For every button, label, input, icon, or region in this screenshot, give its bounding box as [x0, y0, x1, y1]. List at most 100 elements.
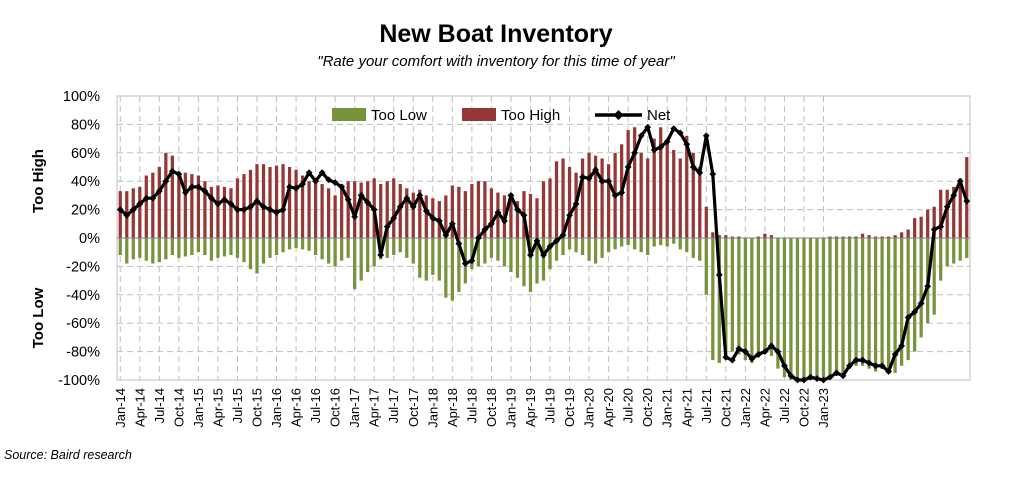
bar-too-high: [196, 175, 201, 238]
bar-too-high: [893, 235, 897, 238]
bar-too-low: [854, 238, 858, 366]
bar-too-high: [652, 138, 656, 238]
net-point: [911, 308, 919, 316]
bar-too-high: [606, 164, 611, 238]
bar-too-high: [698, 167, 702, 238]
bar-too-low: [541, 238, 546, 281]
bar-too-low: [411, 238, 415, 264]
bar-too-high: [450, 185, 454, 238]
net-point: [435, 217, 443, 225]
bar-too-high: [958, 178, 962, 238]
x-tick-label: Oct-18: [484, 388, 499, 427]
bar-too-low: [665, 238, 669, 247]
bar-too-low: [502, 238, 507, 267]
bar-too-high: [489, 188, 494, 238]
x-tick-label: Apr-18: [445, 388, 460, 427]
y-tick-label: -40%: [66, 288, 100, 304]
net-point: [709, 170, 717, 178]
bar-too-low: [548, 238, 552, 270]
net-point: [781, 362, 788, 370]
bar-too-high: [151, 172, 155, 238]
net-point: [605, 177, 613, 185]
net-point: [429, 214, 437, 222]
net-point: [403, 194, 411, 202]
bar-too-low: [287, 238, 292, 250]
bar-too-low: [255, 238, 259, 274]
bar-too-high: [841, 236, 845, 238]
net-point: [318, 169, 326, 177]
bar-too-high: [828, 236, 832, 238]
net-point: [787, 372, 795, 380]
x-tick-label: Jan-19: [503, 388, 518, 428]
net-point: [735, 345, 743, 353]
bar-too-high: [444, 195, 448, 238]
bar-too-low: [489, 238, 494, 258]
bar-too-low: [522, 238, 526, 287]
net-point: [891, 351, 899, 358]
bar-too-high: [203, 181, 207, 238]
bar-too-high: [515, 201, 520, 238]
bar-too-high: [919, 216, 923, 238]
net-point: [488, 220, 495, 228]
bar-too-high: [541, 181, 546, 238]
net-point: [846, 362, 853, 370]
bar-too-high: [913, 218, 917, 238]
net-point: [572, 200, 580, 208]
net-point: [546, 243, 554, 250]
bar-too-high: [483, 181, 487, 238]
y-tick-label: 100%: [63, 89, 100, 105]
bar-too-high: [424, 195, 428, 238]
legend-label-too-low: Too Low: [371, 107, 427, 124]
x-tick-label: Jan-16: [269, 388, 284, 428]
bar-too-high: [945, 189, 949, 238]
bar-too-high: [418, 189, 422, 238]
net-point: [611, 192, 619, 199]
bar-too-high: [509, 198, 513, 238]
net-point: [240, 206, 248, 213]
chart-title: New Boat Inventory: [379, 20, 612, 48]
x-tick-label: Jan-22: [738, 388, 753, 428]
bar-too-low: [847, 238, 852, 369]
bar-too-low: [509, 238, 513, 273]
legend: Too Low Too High Net: [332, 107, 671, 124]
bar-too-low: [867, 238, 871, 369]
bar-too-low: [385, 238, 389, 258]
bar-too-high: [346, 181, 350, 238]
bar-too-low: [698, 238, 702, 261]
y-tick-label: 20%: [71, 203, 100, 219]
bar-too-low: [320, 238, 324, 260]
bar-too-low: [606, 238, 611, 253]
net-point: [474, 234, 482, 242]
net-point: [872, 362, 879, 370]
bar-too-low: [880, 238, 884, 369]
bar-too-low: [366, 238, 370, 273]
bar-too-low: [470, 238, 474, 270]
bar-too-high: [157, 167, 161, 238]
bar-too-low: [906, 238, 910, 361]
y-tick-label: -20%: [66, 259, 100, 275]
net-point: [299, 180, 306, 188]
bar-too-low: [659, 238, 663, 246]
x-tick-label: Jul-22: [777, 388, 792, 423]
bar-too-high: [633, 127, 637, 238]
net-point: [351, 213, 359, 221]
bar-too-low: [678, 238, 682, 250]
bar-too-low: [919, 238, 923, 338]
bar-too-low: [216, 238, 220, 258]
net-point: [592, 166, 599, 174]
net-point: [813, 375, 821, 382]
bar-too-low: [691, 238, 695, 258]
bar-too-low: [769, 238, 774, 356]
net-point: [194, 183, 202, 191]
x-tick-label: Oct-19: [562, 388, 577, 427]
bar-too-high: [268, 167, 272, 238]
bar-too-high: [379, 184, 383, 238]
net-point: [305, 169, 313, 177]
x-tick-label: Oct-22: [796, 388, 811, 427]
bar-too-low: [802, 238, 806, 379]
bar-too-low: [652, 238, 656, 247]
bar-too-high: [209, 186, 214, 238]
bar-too-low: [613, 238, 617, 250]
legend-label-net: Net: [647, 107, 671, 124]
bar-too-low: [776, 238, 780, 369]
